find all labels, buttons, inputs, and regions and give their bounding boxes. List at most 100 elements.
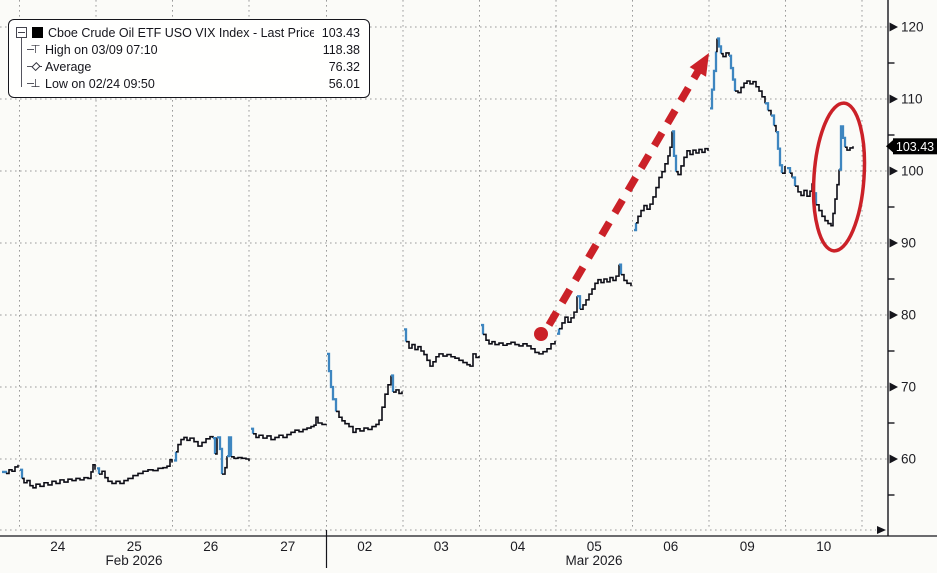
price-line-segment [774, 124, 777, 133]
low-marker-icon: ⊥ [30, 76, 41, 90]
series-last-value: 103.43 [321, 25, 360, 40]
collapse-icon[interactable] [16, 27, 27, 38]
price-line-segment [336, 375, 392, 434]
price-line-segment [729, 54, 737, 92]
legend-row-average[interactable]: Average 76.32 [15, 58, 360, 75]
high-label: High on 03/09 07:10 [45, 42, 158, 57]
price-line-segment [816, 169, 840, 227]
average-label: Average [45, 59, 92, 74]
average-value: 76.32 [328, 59, 360, 74]
price-line-segment [327, 352, 338, 412]
price-line-segment [672, 130, 678, 172]
price-line-segment [765, 102, 770, 111]
price-line-segment [559, 296, 578, 330]
y-axis-tick-label: 110 [901, 92, 923, 107]
price-line-segment [795, 183, 813, 197]
price-line-segment [391, 374, 395, 393]
price-line-segment [174, 451, 178, 462]
x-axis-tick-label: 25 [127, 539, 142, 554]
price-line-segment [636, 131, 673, 224]
y-axis-tick-label: 70 [901, 380, 916, 395]
y-axis-tick-label: 120 [901, 20, 924, 35]
price-line-segment [6, 464, 19, 475]
x-axis-arrow-icon [877, 526, 886, 534]
price-line-segment [580, 264, 620, 311]
y-axis-tick-label: 80 [901, 308, 916, 323]
last-price-pointer-icon [886, 139, 894, 154]
price-line-segment [406, 340, 480, 367]
price-line-segment [99, 458, 173, 485]
x-axis-tick-label: 10 [816, 539, 831, 554]
price-line-segment [213, 436, 217, 454]
legend-row-series[interactable]: Cboe Crude Oil ETF USO VIX Index - Last … [15, 24, 360, 41]
price-line-segment [782, 165, 786, 174]
last-price-label: 103.43 [896, 140, 934, 154]
price-line-segment [577, 295, 582, 310]
x-axis-tick-label: 26 [203, 539, 218, 554]
y-tick-arrow-icon [889, 238, 898, 248]
trend-arrow-head-icon [689, 53, 709, 77]
price-line-segment [481, 323, 485, 335]
y-tick-arrow-icon [889, 382, 898, 392]
x-axis-tick-label: 09 [740, 539, 755, 554]
price-line-segment [776, 130, 784, 174]
y-tick-arrow-icon [889, 310, 898, 320]
y-axis-tick-label: 60 [901, 452, 916, 467]
price-line-segment [621, 273, 632, 287]
series-color-swatch-icon [32, 27, 43, 38]
legend-row-low[interactable]: ⊥ Low on 02/24 09:50 56.01 [15, 75, 360, 92]
price-line-segment [227, 436, 233, 458]
x-axis-tick-label: 06 [663, 539, 678, 554]
highlight-ellipse [811, 101, 867, 253]
price-line-segment [253, 416, 327, 441]
average-marker-icon [29, 61, 42, 72]
x-axis-tick-label: 05 [587, 539, 602, 554]
y-tick-arrow-icon [889, 22, 898, 32]
price-line-segment [845, 146, 854, 151]
y-axis-tick-label: 100 [901, 164, 924, 179]
price-line-segment [176, 435, 214, 453]
series-label: Cboe Crude Oil ETF USO VIX Index - Last … [48, 25, 314, 40]
price-line-segment [217, 436, 224, 475]
y-axis-tick-label: 90 [901, 236, 916, 251]
last-price-box [893, 138, 937, 155]
price-line-segment [839, 125, 847, 171]
high-value: 118.38 [322, 42, 360, 57]
price-line-segment [676, 147, 709, 176]
price-line-segment [251, 427, 255, 434]
legend-tree-line [21, 35, 22, 87]
low-label: Low on 02/24 09:50 [45, 76, 155, 91]
price-line-segment [792, 176, 797, 187]
x-axis-tick-label: 24 [50, 539, 66, 554]
x-axis-tick-label: 03 [434, 539, 449, 554]
price-line-segment [2, 470, 8, 474]
high-marker-icon: ⊤ [30, 42, 41, 56]
trend-arrow-start-dot [534, 327, 548, 341]
x-axis-tick-label: 02 [357, 539, 372, 554]
price-line-segment [710, 51, 718, 110]
price-line-segment [215, 437, 218, 455]
price-line-segment [768, 109, 772, 116]
price-line-segment [771, 114, 776, 126]
x-axis-tick-label: 27 [280, 539, 295, 554]
low-value: 56.01 [328, 76, 360, 91]
price-line-segment [634, 222, 638, 232]
price-line-segment [20, 468, 24, 479]
y-tick-arrow-icon [889, 94, 898, 104]
price-line-segment [393, 389, 403, 395]
price-line-segment [97, 467, 101, 475]
x-axis-month-label: Feb 2026 [105, 553, 162, 568]
price-line-segment [717, 37, 723, 54]
price-line-segment [404, 328, 408, 342]
price-line-segment [716, 38, 718, 53]
y-tick-arrow-icon [889, 166, 898, 176]
price-line-segment [557, 328, 561, 335]
chart-legend: Cboe Crude Oil ETF USO VIX Index - Last … [8, 19, 370, 98]
price-line-segment [222, 456, 228, 475]
legend-row-high[interactable]: ⊤ High on 03/09 07:10 118.38 [15, 41, 360, 58]
y-tick-arrow-icon [889, 454, 898, 464]
price-line-segment [735, 80, 766, 104]
trend-arrow-dashed-line [545, 66, 704, 327]
